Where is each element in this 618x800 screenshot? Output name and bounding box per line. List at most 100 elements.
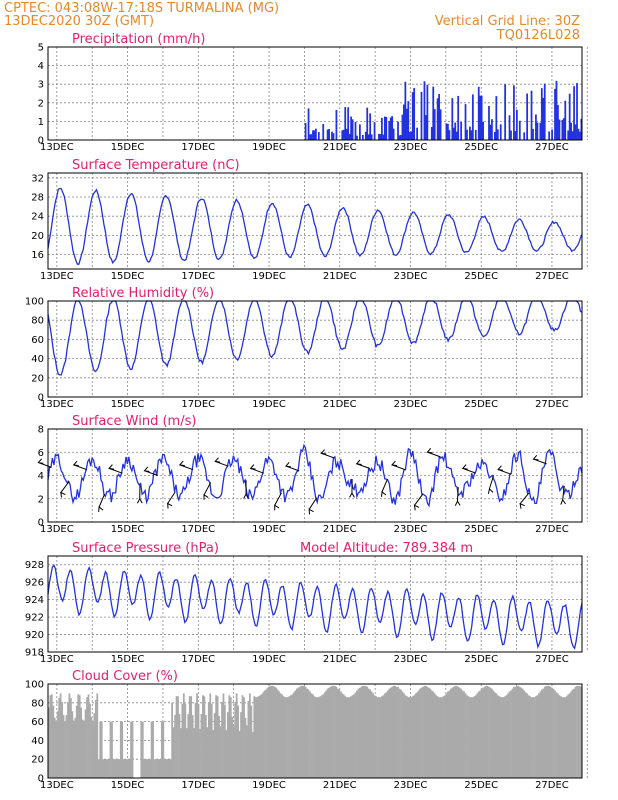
data-bar <box>119 721 122 778</box>
y-tick-label: 0 <box>38 393 44 404</box>
y-tick-label: 80 <box>31 698 44 709</box>
wind-arrow <box>167 491 176 504</box>
data-bar <box>571 131 574 140</box>
data-bar <box>262 692 264 778</box>
y-tick-label: 2 <box>38 494 44 505</box>
data-bar <box>526 693 529 778</box>
data-bar <box>226 712 229 778</box>
data-bar <box>118 759 121 778</box>
data-bar <box>573 86 575 140</box>
data-bar <box>430 126 433 140</box>
data-bar <box>430 690 433 778</box>
data-bar <box>153 759 156 778</box>
data-bar <box>241 695 244 778</box>
data-bar <box>309 134 311 140</box>
data-bar <box>548 131 551 140</box>
wind-arrow <box>456 487 459 502</box>
data-bar <box>482 121 485 140</box>
data-bar <box>461 690 464 778</box>
data-bar <box>533 697 536 778</box>
data-bar <box>379 134 382 140</box>
data-bar <box>228 695 231 778</box>
data-bar <box>112 759 115 778</box>
data-bar <box>394 685 396 778</box>
data-bar <box>381 696 383 778</box>
panel-0: Precipitation (mm/h) 0 1 2 3 4 5 13DEC 15DEC 17DE… <box>38 32 588 153</box>
data-bar <box>508 115 511 140</box>
x-tick-label: 19DEC <box>252 271 286 282</box>
data-bar <box>416 692 418 778</box>
data-bar <box>59 693 62 778</box>
data-bar <box>246 725 248 778</box>
data-bar <box>77 694 80 778</box>
data-bar <box>168 759 171 778</box>
data-bar <box>571 689 574 778</box>
data-bar <box>448 690 451 778</box>
y-tick-label: 32 <box>31 173 44 184</box>
wind-arrow-head <box>519 502 525 509</box>
data-bar <box>356 135 358 140</box>
wind-arrow-head <box>249 464 256 470</box>
x-tick-label: 25DEC <box>464 271 498 282</box>
data-bar <box>109 721 112 778</box>
data-bar <box>508 691 511 778</box>
x-tick-label: 19DEC <box>252 654 286 665</box>
data-bar <box>557 693 559 778</box>
data-bar <box>332 685 335 778</box>
data-bar <box>370 134 373 140</box>
data-bar <box>411 92 414 140</box>
data-bar <box>567 130 570 140</box>
data-bar <box>105 759 107 778</box>
y-tick-label: 8 <box>38 425 44 436</box>
data-bar <box>273 686 276 778</box>
data-bar <box>469 126 471 140</box>
data-bar <box>386 690 389 778</box>
data-bar <box>388 688 391 778</box>
data-bar <box>398 688 401 778</box>
data-bar <box>422 686 424 778</box>
data-bar <box>310 134 313 140</box>
data-bar <box>385 692 388 778</box>
data-bar <box>64 721 66 778</box>
data-bar <box>278 691 281 778</box>
data-bar <box>256 697 259 778</box>
header-date: 13DEC2020 30Z (GMT) <box>4 14 154 29</box>
y-tick-label: 918 <box>25 648 44 659</box>
data-bar <box>251 731 254 778</box>
data-bar <box>178 714 181 778</box>
data-bar <box>554 88 556 140</box>
data-bar <box>108 759 110 778</box>
data-bar <box>282 696 285 778</box>
data-bar <box>86 697 88 778</box>
data-bar <box>513 686 515 778</box>
x-tick-label: 13DEC <box>40 780 74 791</box>
data-bar <box>93 713 96 778</box>
data-bar <box>331 685 333 778</box>
y-tick-label: 60 <box>31 717 44 728</box>
data-bar <box>111 721 113 778</box>
data-bar <box>445 123 448 140</box>
data-bar <box>55 720 58 778</box>
data-bar <box>507 693 509 778</box>
data-bar <box>351 695 354 778</box>
data-bar <box>496 695 499 778</box>
x-tick-label: 23DEC <box>394 780 428 791</box>
data-bar <box>385 116 388 140</box>
data-bar <box>491 688 493 778</box>
data-bar <box>253 696 256 778</box>
data-bar <box>232 726 235 778</box>
wind-arrow <box>381 478 388 493</box>
data-bar <box>369 113 372 140</box>
data-bar <box>579 131 581 140</box>
data-bar <box>212 730 215 778</box>
data-bar <box>400 134 402 140</box>
data-bar <box>561 697 564 778</box>
data-bar <box>61 701 63 778</box>
wind-arrow <box>308 497 318 510</box>
y-tick-label: 2 <box>38 98 44 109</box>
data-bar <box>90 716 93 778</box>
panel-frame <box>47 428 583 523</box>
data-bar <box>493 132 496 140</box>
data-bar <box>447 123 449 140</box>
